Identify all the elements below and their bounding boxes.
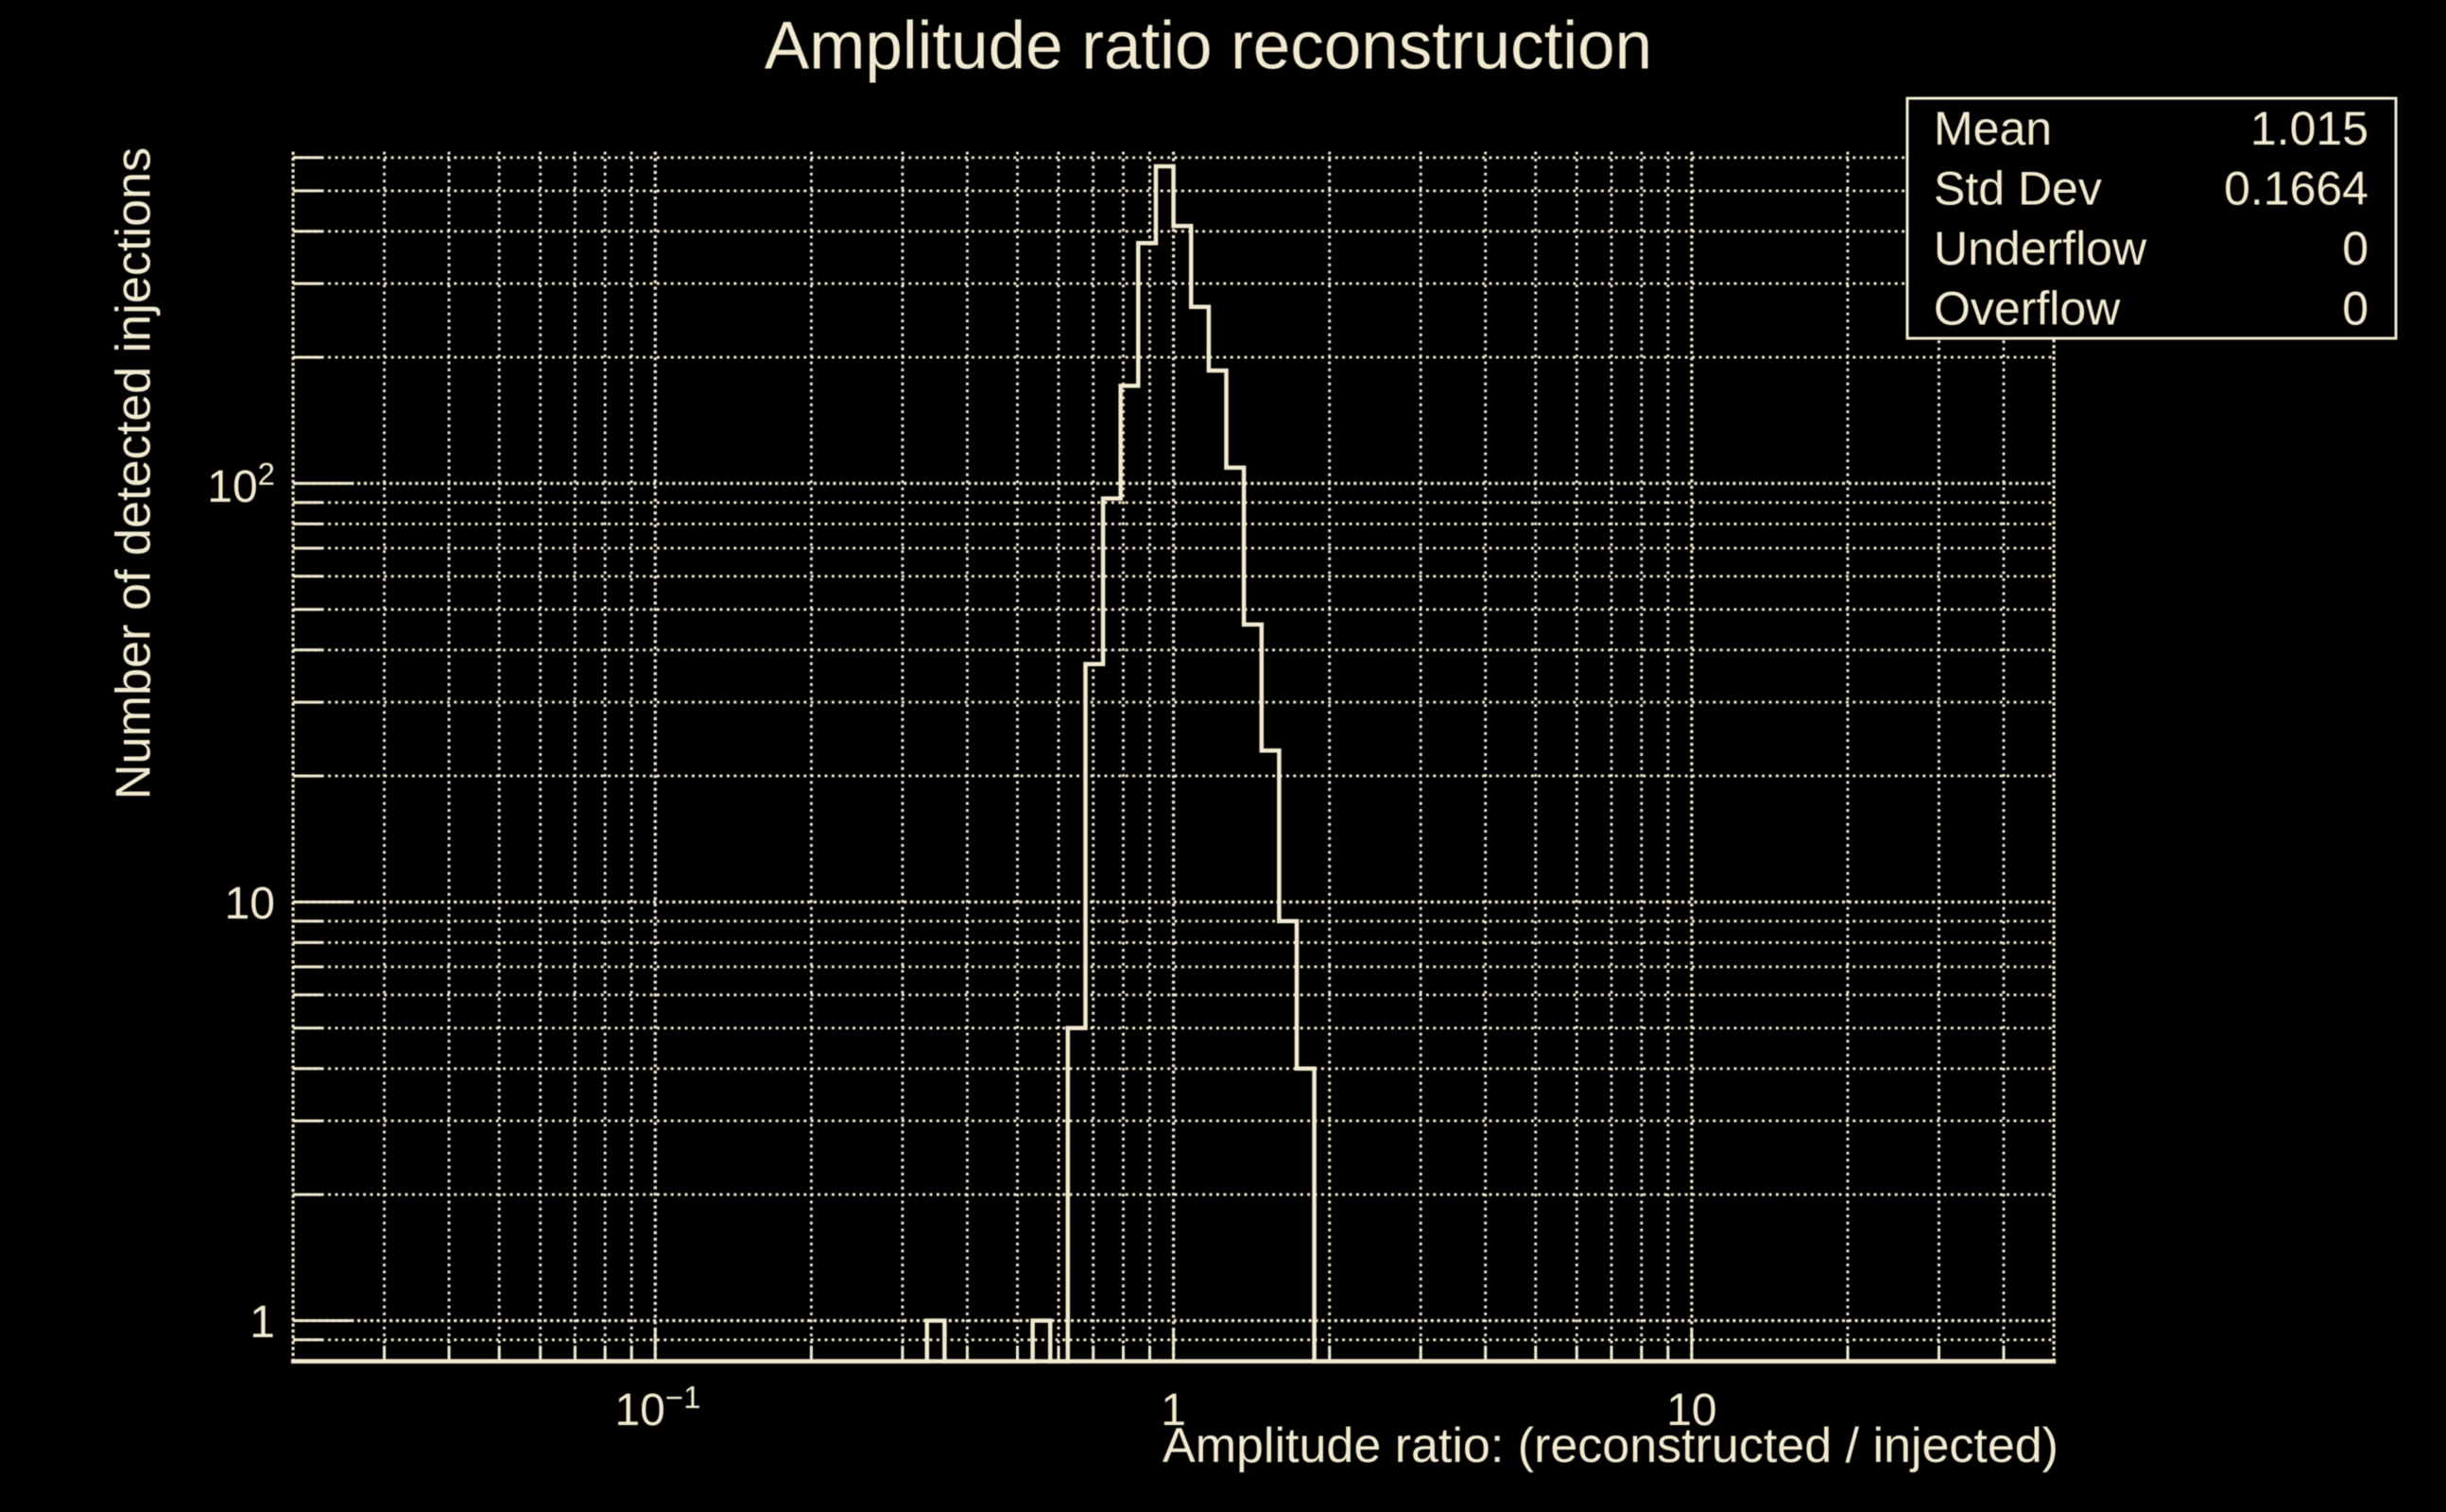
svg-text:1: 1 bbox=[250, 1297, 275, 1348]
svg-text:Number of detected injections: Number of detected injections bbox=[107, 147, 162, 799]
svg-text:0.1664: 0.1664 bbox=[2224, 163, 2368, 215]
svg-text:Std Dev: Std Dev bbox=[1934, 163, 2102, 215]
svg-text:Amplitude ratio: (reconstructe: Amplitude ratio: (reconstructed / inject… bbox=[1163, 1418, 2058, 1473]
svg-text:10: 10 bbox=[225, 879, 275, 929]
svg-text:Mean: Mean bbox=[1934, 102, 2052, 155]
svg-text:Underflow: Underflow bbox=[1934, 222, 2147, 275]
svg-text:1.015: 1.015 bbox=[2250, 102, 2368, 155]
svg-text:0: 0 bbox=[2342, 283, 2368, 335]
svg-text:1: 1 bbox=[1161, 1385, 1186, 1435]
svg-text:Amplitude ratio reconstruction: Amplitude ratio reconstruction bbox=[765, 9, 1652, 84]
svg-text:0: 0 bbox=[2342, 222, 2368, 275]
svg-text:Overflow: Overflow bbox=[1934, 283, 2121, 335]
svg-text:10: 10 bbox=[1666, 1385, 1716, 1435]
